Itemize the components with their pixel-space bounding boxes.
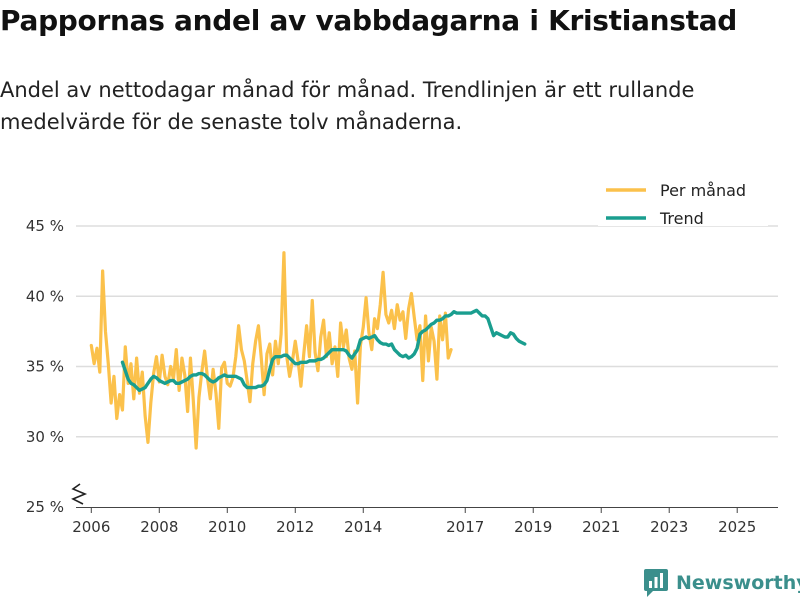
x-tick-label: 2017 [446,518,484,536]
y-tick-label: 45 % [26,217,64,235]
x-tick-label: 2019 [514,518,552,536]
x-tick-label: 2006 [72,518,110,536]
y-tick-label: 40 % [26,287,64,305]
x-tick-label: 2023 [650,518,688,536]
x-tick-label: 2008 [140,518,178,536]
brand-name: Newsworthy [676,572,800,594]
brand: Newsworthy [644,569,800,597]
x-axis: 2006 2008 2010 2012 2014 2017 2019 2021 2023 2025 [72,507,778,536]
x-tick-label: 2025 [718,518,756,536]
newsworthy-logo-icon [644,569,668,597]
axis-break-icon [71,483,88,505]
legend-label-monthly: Per månad [660,181,746,200]
y-tick-label: 25 % [26,498,64,516]
trend-series-line [120,308,527,393]
chart-title: Pappornas andel av vabbdagarna i Kristia… [0,4,738,37]
x-tick-label: 2014 [344,518,382,536]
legend: Per månad Trend [598,176,768,228]
chart-subtitle: Andel av nettodagar månad för månad. Tre… [0,78,695,134]
series-layer [89,251,527,450]
legend-label-trend: Trend [659,209,704,228]
x-tick-label: 2021 [582,518,620,536]
y-tick-label: 35 % [26,358,64,376]
x-tick-label: 2010 [208,518,246,536]
x-tick-label: 2012 [276,518,314,536]
y-axis: 25 % 30 % 35 % 40 % 45 % [26,217,64,516]
axis-break-zigzag [71,483,88,505]
y-tick-label: 30 % [26,428,64,446]
